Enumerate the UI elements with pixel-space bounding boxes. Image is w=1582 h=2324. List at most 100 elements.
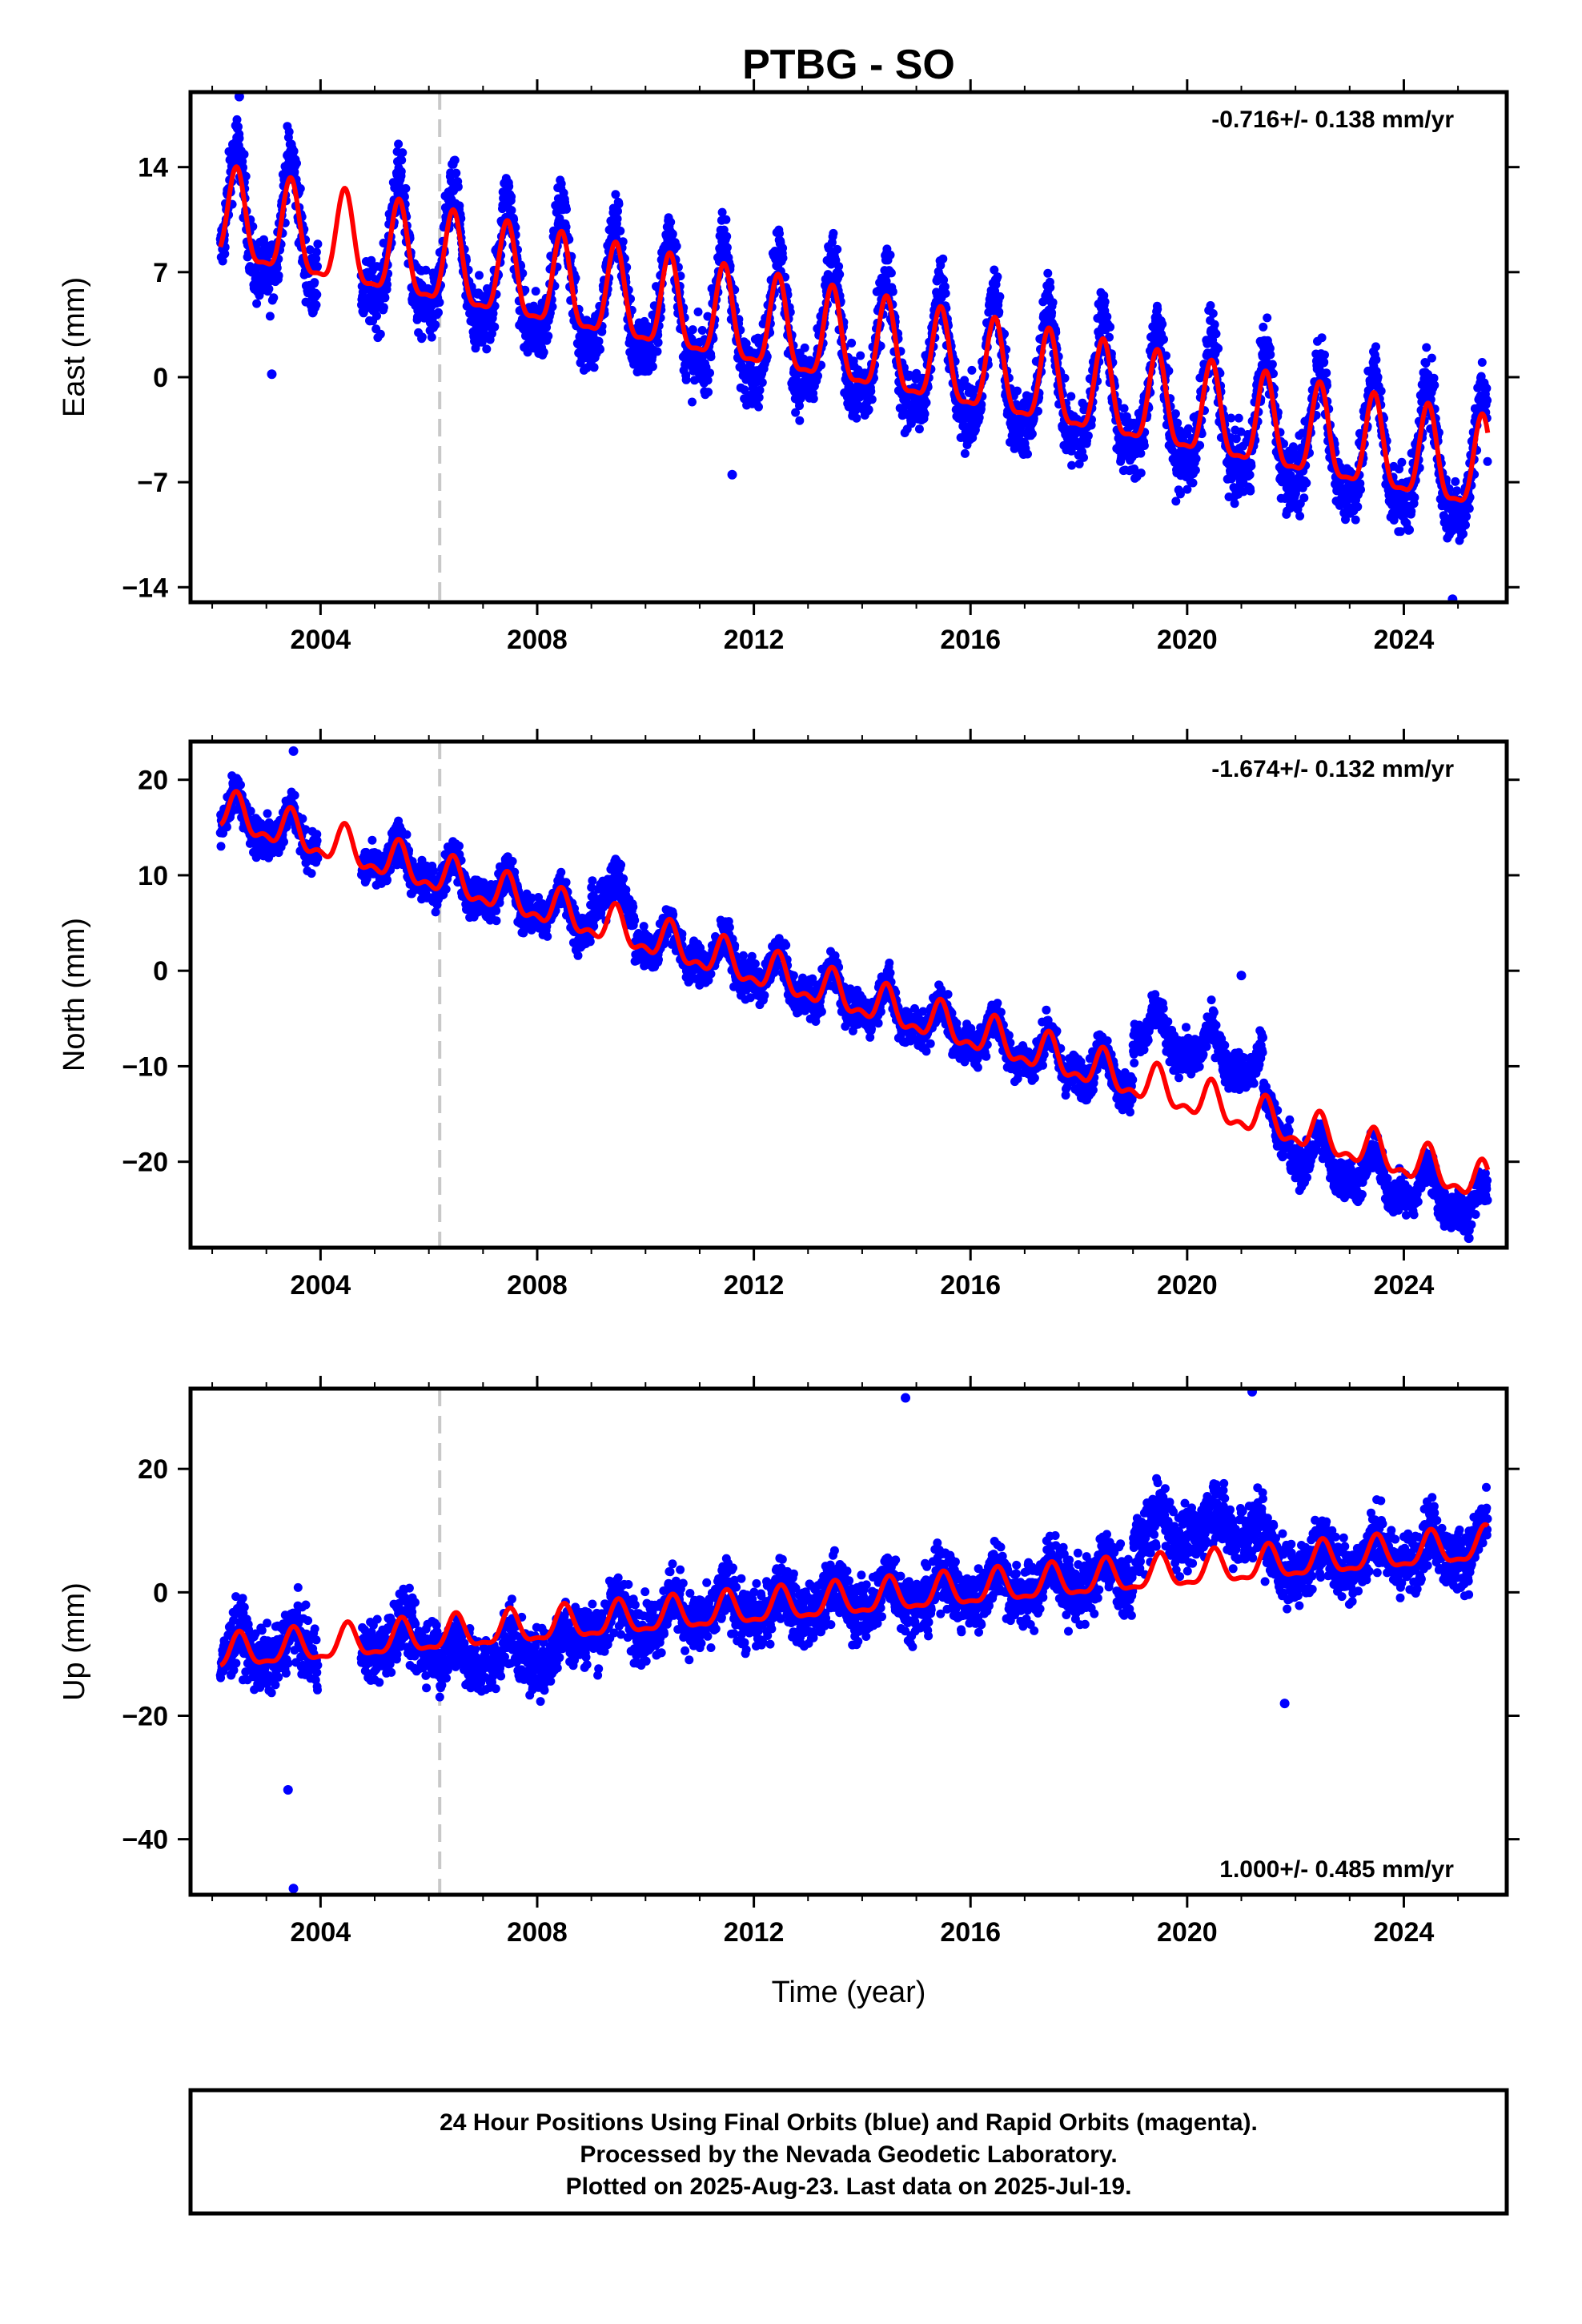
data-point [455, 201, 464, 211]
data-point [1170, 409, 1180, 419]
x-tick-label: 2012 [724, 625, 785, 655]
data-point [1459, 529, 1468, 539]
data-point [960, 448, 970, 458]
data-point [307, 869, 316, 879]
data-point [912, 368, 921, 378]
data-point [1208, 309, 1218, 318]
data-point [886, 268, 896, 278]
data-point [1046, 283, 1055, 292]
data-point [1405, 525, 1414, 535]
data-point [431, 320, 440, 330]
data-point [666, 217, 676, 227]
data-point [1482, 384, 1492, 393]
data-point [548, 302, 557, 312]
data-point [421, 265, 431, 275]
data-point [697, 326, 707, 335]
data-point [1462, 512, 1472, 521]
data-point [539, 348, 548, 357]
data-point [1461, 521, 1470, 530]
data-point [616, 226, 625, 235]
data-point [531, 287, 540, 296]
data-point [990, 265, 999, 275]
data-point [762, 352, 772, 361]
data-point [1263, 313, 1272, 323]
data-point [706, 352, 716, 362]
data-point [1164, 366, 1174, 376]
data-point [856, 351, 865, 360]
data-point [1452, 486, 1462, 496]
y-tick-label: 0 [153, 363, 168, 393]
data-point [939, 275, 949, 285]
data-point [375, 329, 385, 339]
data-point [232, 115, 242, 124]
y-axis-label: East (mm) [58, 277, 91, 417]
data-point [648, 362, 657, 372]
outlier-point [727, 469, 737, 480]
data-point [914, 424, 924, 434]
data-point [1136, 468, 1146, 478]
data-point [1230, 499, 1239, 509]
data-point [594, 336, 604, 346]
data-point [1356, 485, 1365, 494]
data-point [367, 255, 376, 265]
data-point [905, 370, 914, 380]
data-point [1302, 478, 1311, 488]
data-point [239, 150, 249, 159]
data-point [722, 243, 732, 252]
data-point [717, 207, 727, 217]
data-point [1267, 360, 1277, 369]
data-point [1060, 373, 1070, 383]
data-point [1023, 449, 1032, 459]
data-point [562, 204, 571, 214]
data-point [970, 385, 978, 395]
data-point [311, 254, 321, 263]
data-point [490, 301, 500, 311]
data-point [1211, 329, 1221, 339]
data-point [1074, 459, 1084, 468]
data-point [614, 199, 624, 209]
x-tick-label: 2004 [291, 625, 351, 655]
data-point [492, 916, 501, 926]
data-point [507, 206, 516, 215]
data-point [400, 192, 409, 202]
data-point [1214, 344, 1223, 353]
data-point [1427, 353, 1436, 363]
data-point [1351, 515, 1360, 525]
data-point [1376, 386, 1386, 396]
data-point [704, 388, 713, 397]
data-point [791, 408, 801, 417]
data-point [813, 371, 822, 380]
data-point [1171, 497, 1181, 506]
data-point [1136, 448, 1146, 458]
data-point [1013, 386, 1022, 396]
data-point [754, 392, 764, 402]
data-point [1410, 493, 1419, 502]
data-point [688, 325, 697, 335]
data-point [1430, 380, 1439, 390]
data-point [1182, 485, 1192, 494]
data-point [1079, 452, 1088, 462]
data-point [1027, 429, 1037, 439]
data-point [313, 239, 323, 249]
data-point [1234, 413, 1243, 423]
data-point [441, 884, 451, 894]
data-point [1105, 332, 1114, 342]
data-point [279, 837, 288, 846]
data-point [722, 231, 732, 241]
x-tick-label: 2024 [1374, 625, 1435, 655]
data-point [1317, 333, 1327, 343]
data-point [795, 401, 804, 411]
data-point [455, 841, 464, 850]
data-point [795, 416, 805, 425]
final-orbit-points [215, 115, 1492, 545]
data-point [1158, 320, 1167, 329]
data-point [556, 179, 566, 188]
data-point [492, 906, 501, 915]
data-point [613, 207, 622, 216]
data-point [383, 875, 391, 885]
data-point [757, 378, 767, 388]
data-point [490, 322, 500, 332]
data-point [1320, 350, 1329, 360]
data-point [427, 332, 436, 342]
